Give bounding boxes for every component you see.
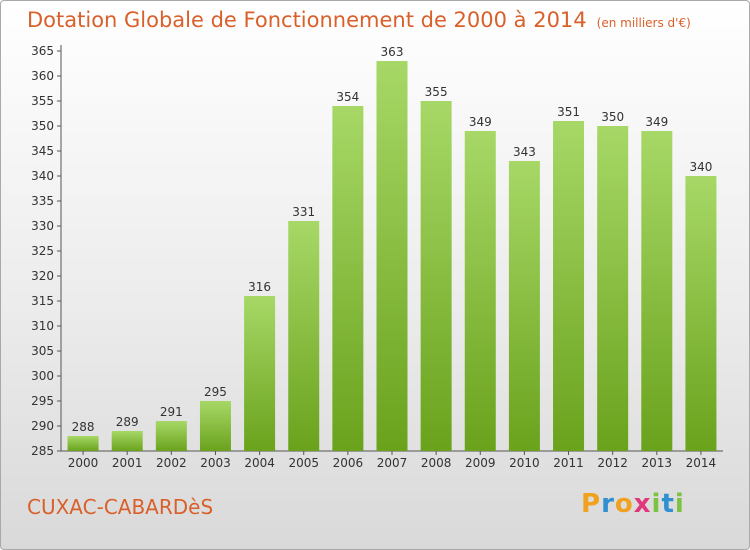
bar: [464, 131, 496, 451]
y-tick-label: 295: [31, 394, 54, 408]
y-tick-label: 335: [31, 194, 54, 208]
bar: [420, 101, 452, 451]
bar: [508, 161, 540, 451]
x-tick-label: 2010: [509, 456, 540, 470]
x-tick-label: 2013: [642, 456, 673, 470]
x-tick-label: 2007: [377, 456, 408, 470]
y-tick-label: 290: [31, 419, 54, 433]
bar: [155, 421, 187, 451]
data-label: 343: [513, 145, 536, 159]
y-tick-label: 320: [31, 269, 54, 283]
bar: [111, 431, 143, 451]
logo-letter: P: [581, 489, 602, 519]
commune-name: CUXAC-CABARDèS: [27, 495, 214, 519]
y-tick-label: 345: [31, 144, 54, 158]
x-tick-label: 2006: [333, 456, 364, 470]
bar: [199, 401, 231, 451]
data-label: 291: [160, 405, 183, 419]
y-tick-label: 300: [31, 369, 54, 383]
data-label: 351: [557, 105, 580, 119]
bar: [597, 126, 629, 451]
x-tick-label: 2000: [68, 456, 99, 470]
chart-subtitle: (en milliers d'€): [596, 16, 691, 30]
y-tick-label: 305: [31, 344, 54, 358]
data-label: 340: [689, 160, 712, 174]
data-label: 363: [381, 45, 404, 59]
data-label: 289: [116, 415, 139, 429]
y-tick-label: 330: [31, 219, 54, 233]
x-tick-label: 2012: [597, 456, 628, 470]
bar: [244, 296, 276, 451]
title-text: Dotation Globale de Fonctionnement de 20…: [27, 8, 587, 32]
data-label: 350: [601, 110, 624, 124]
data-label: 331: [292, 205, 315, 219]
data-label: 354: [336, 90, 359, 104]
data-label: 295: [204, 385, 227, 399]
x-tick-label: 2014: [686, 456, 717, 470]
y-tick-label: 360: [31, 69, 54, 83]
logo-letter: i: [674, 489, 685, 519]
x-tick-label: 2004: [244, 456, 275, 470]
y-tick-label: 340: [31, 169, 54, 183]
y-tick-label: 315: [31, 294, 54, 308]
y-tick-label: 355: [31, 94, 54, 108]
x-tick-label: 2001: [112, 456, 143, 470]
logo-letter: o: [614, 489, 634, 519]
bar: [685, 176, 717, 451]
proxiti-logo: Proxiti: [581, 489, 685, 519]
y-tick-label: 310: [31, 319, 54, 333]
x-tick-label: 2011: [553, 456, 584, 470]
bar: [332, 106, 364, 451]
data-label: 349: [469, 115, 492, 129]
bar: [67, 436, 99, 451]
bar: [641, 131, 673, 451]
y-tick-label: 350: [31, 119, 54, 133]
y-tick-label: 365: [31, 44, 54, 58]
bar: [288, 221, 320, 451]
x-tick-label: 2005: [288, 456, 319, 470]
data-label: 349: [645, 115, 668, 129]
y-tick-label: 285: [31, 444, 54, 458]
chart-title: Dotation Globale de Fonctionnement de 20…: [27, 8, 691, 32]
logo-letter: i: [651, 489, 662, 519]
x-tick-label: 2002: [156, 456, 187, 470]
logo-letter: r: [601, 489, 615, 519]
x-tick-label: 2009: [465, 456, 496, 470]
logo-letter: x: [633, 489, 652, 519]
x-tick-label: 2003: [200, 456, 231, 470]
x-tick-label: 2008: [421, 456, 452, 470]
bar: [376, 61, 408, 451]
data-label: 355: [425, 85, 448, 99]
bar: [553, 121, 585, 451]
logo-letter: t: [661, 489, 675, 519]
data-label: 288: [72, 420, 95, 434]
data-label: 316: [248, 280, 271, 294]
y-tick-label: 325: [31, 244, 54, 258]
